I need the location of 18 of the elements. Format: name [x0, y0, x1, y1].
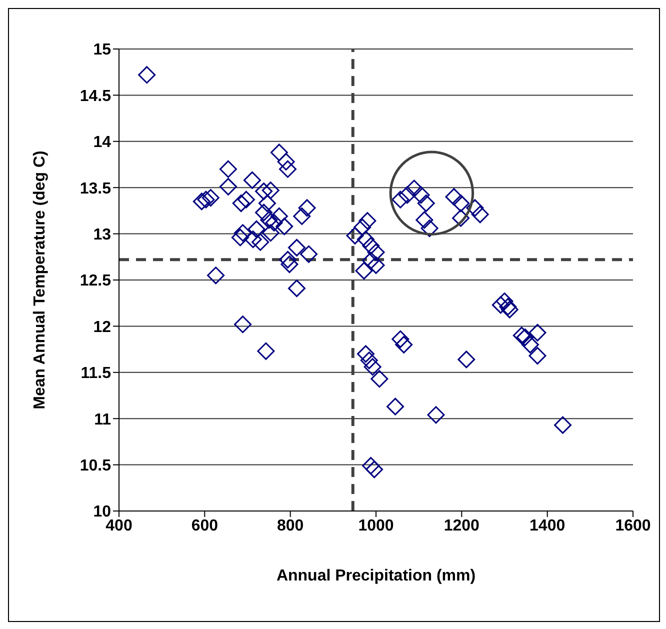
y-tick-label: 13.5	[80, 180, 112, 198]
y-tick-label: 11	[94, 411, 112, 428]
x-tick-label: 800	[276, 517, 304, 534]
x-tick-label: 1000	[358, 517, 394, 534]
y-tick-label: 12.5	[80, 272, 112, 290]
x-tick-label: 1200	[444, 517, 480, 534]
x-tick-label: 1600	[615, 517, 651, 534]
y-tick-label: 10.5	[80, 457, 112, 474]
x-axis-title: Annual Precipitation (mm)	[276, 567, 476, 584]
x-tick-label: 600	[191, 517, 218, 534]
y-axis-title: Mean Annual Temperature (deg C)	[32, 150, 49, 410]
y-tick-label: 11.5	[80, 365, 112, 382]
y-tick-label: 13	[93, 226, 112, 244]
y-tick-label: 15	[93, 42, 112, 59]
x-tick-label: 1400	[530, 517, 566, 534]
y-tick-label: 14	[93, 134, 112, 152]
y-tick-label: 12	[93, 318, 112, 336]
y-tick-label: 14.5	[80, 88, 112, 105]
